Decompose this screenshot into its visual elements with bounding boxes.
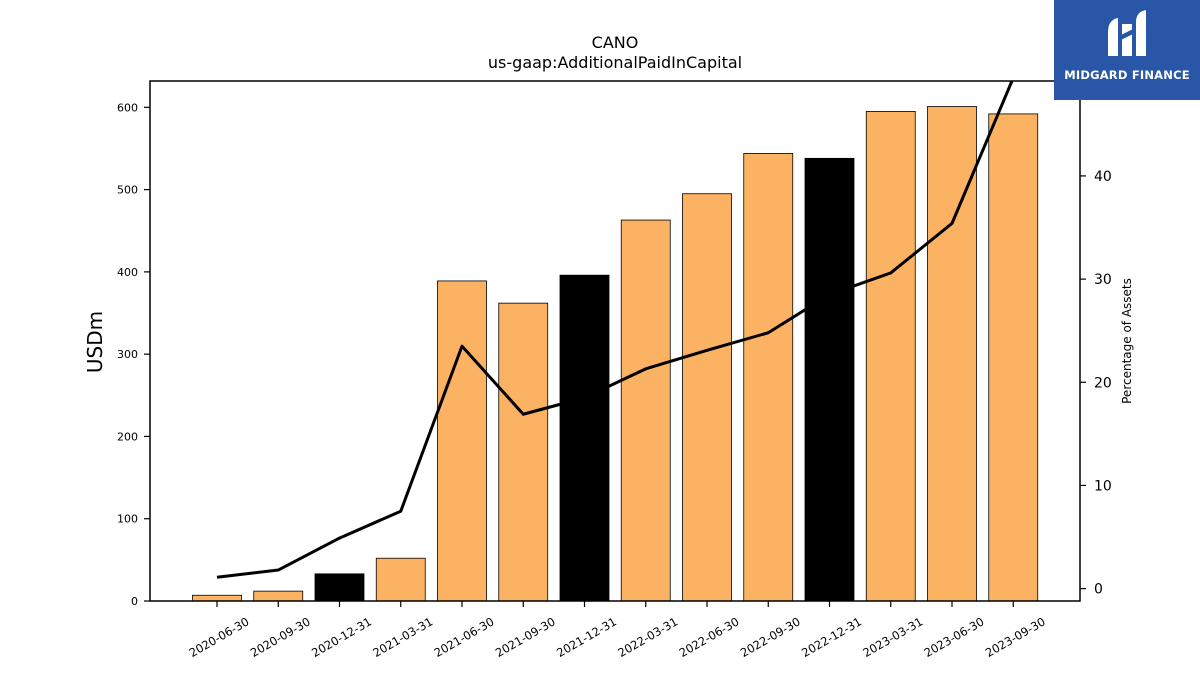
y-tick-label: 0 [131, 595, 138, 608]
x-tick-label: 2023-09-30 [983, 614, 1048, 660]
x-tick-label: 2021-09-30 [493, 614, 558, 660]
y-axis-label: USDm [83, 311, 107, 373]
x-tick-label: 2022-06-30 [677, 614, 742, 660]
y2-axis-label: Percentage of Assets [1120, 278, 1134, 404]
x-tick-label: 2022-03-31 [615, 614, 680, 660]
x-tick-label: 2021-06-30 [432, 614, 497, 660]
x-tick-label: 2022-12-31 [799, 614, 864, 660]
bar-2022-06-30 [682, 193, 732, 602]
y-tick-label: 300 [117, 348, 138, 361]
chart-subtitle: us-gaap:AdditionalPaidInCapital [487, 53, 743, 72]
y-tick-label: 600 [117, 101, 138, 114]
bar-2021-09-30 [498, 302, 549, 602]
bar-2020-12-31 [314, 573, 365, 602]
bar-2021-12-31 [559, 274, 610, 602]
bars-group [192, 106, 1039, 602]
x-tick-label: 2023-03-31 [860, 614, 925, 660]
line-group [216, 81, 1014, 579]
left-axis: 0 100 200 300 400 500 600 [117, 101, 150, 608]
x-tick-label: 2020-12-31 [309, 614, 374, 660]
y-tick-label: 400 [117, 266, 138, 279]
logo: MIDGARD FINANCE [1054, 0, 1200, 100]
bar-2022-03-31 [620, 219, 671, 602]
bar-2020-06-30 [192, 594, 242, 602]
x-axis: 2020-06-302020-09-302020-12-312021-03-31… [187, 601, 1048, 660]
right-axis: 0 10 20 30 40 [1080, 169, 1112, 598]
chart-title: CANO [591, 33, 639, 52]
y2-tick-label: 0 [1094, 582, 1103, 598]
x-tick-label: 2020-06-30 [187, 614, 252, 660]
y-tick-label: 100 [117, 513, 138, 526]
y-tick-label: 200 [117, 430, 138, 443]
bar-2023-06-30 [927, 106, 977, 602]
bar-2021-06-30 [437, 280, 487, 602]
percentage-line [216, 81, 1014, 579]
bar-2020-09-30 [253, 590, 304, 602]
plot-frame [149, 80, 1081, 602]
y2-tick-label: 20 [1094, 375, 1112, 391]
bar-2023-03-31 [865, 111, 916, 602]
bar-2021-03-31 [375, 557, 426, 602]
bar-2022-09-30 [743, 153, 794, 602]
x-tick-label: 2022-09-30 [738, 614, 803, 660]
x-tick-label: 2021-12-31 [554, 614, 619, 660]
x-tick-label: 2020-09-30 [248, 614, 313, 660]
x-tick-label: 2021-03-31 [370, 614, 435, 660]
bar-2022-12-31 [804, 157, 855, 602]
bar-2023-09-30 [988, 113, 1039, 602]
logo-icon [1108, 10, 1146, 56]
y2-tick-label: 10 [1094, 478, 1112, 494]
y2-tick-label: 40 [1094, 169, 1112, 185]
x-tick-label: 2023-06-30 [922, 614, 987, 660]
y-tick-label: 500 [117, 184, 138, 197]
logo-text: MIDGARD FINANCE [1064, 68, 1190, 82]
y2-tick-label: 30 [1094, 272, 1112, 288]
